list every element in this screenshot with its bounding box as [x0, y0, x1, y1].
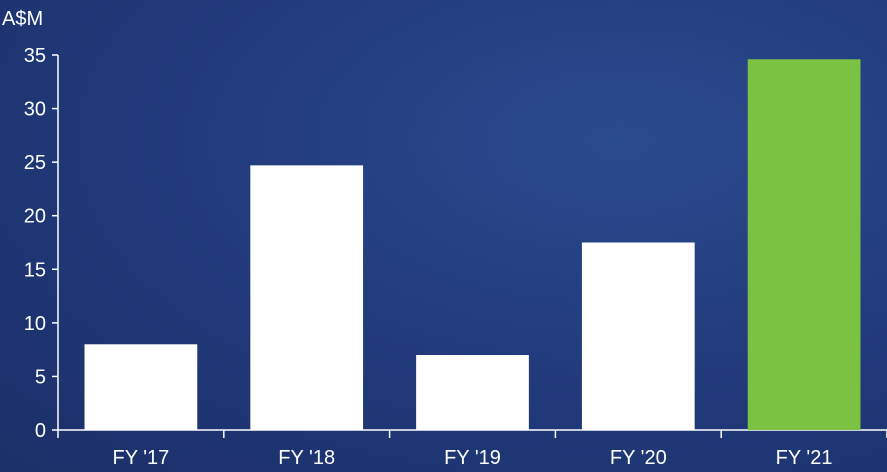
- x-category-label: FY '18: [278, 447, 335, 469]
- y-tick-label: 0: [35, 420, 46, 442]
- bar: [581, 242, 695, 430]
- x-category-label: FY '19: [444, 447, 501, 469]
- y-axis-unit-label: A$M: [2, 8, 43, 30]
- x-category-label: FY '21: [776, 447, 833, 469]
- bar: [250, 165, 364, 430]
- y-tick-label: 20: [24, 206, 46, 228]
- bars: [84, 59, 861, 431]
- bar: [84, 344, 198, 430]
- y-tick-label: 15: [24, 259, 46, 281]
- y-tick-label: 35: [24, 45, 46, 67]
- y-tick-label: 10: [24, 313, 46, 335]
- x-axis: FY '17 FY '18 FY '19 FY '20 FY '21: [57, 429, 887, 469]
- x-category-label: FY '17: [112, 447, 169, 469]
- y-tick-label: 5: [35, 366, 46, 388]
- y-tick-label: 30: [24, 99, 46, 121]
- x-category-label: FY '20: [610, 447, 667, 469]
- bar: [416, 355, 529, 430]
- bar: [747, 59, 861, 431]
- y-axis: 0 5 10 15 20 25 30 35: [24, 45, 59, 442]
- y-tick-label: 25: [24, 152, 46, 174]
